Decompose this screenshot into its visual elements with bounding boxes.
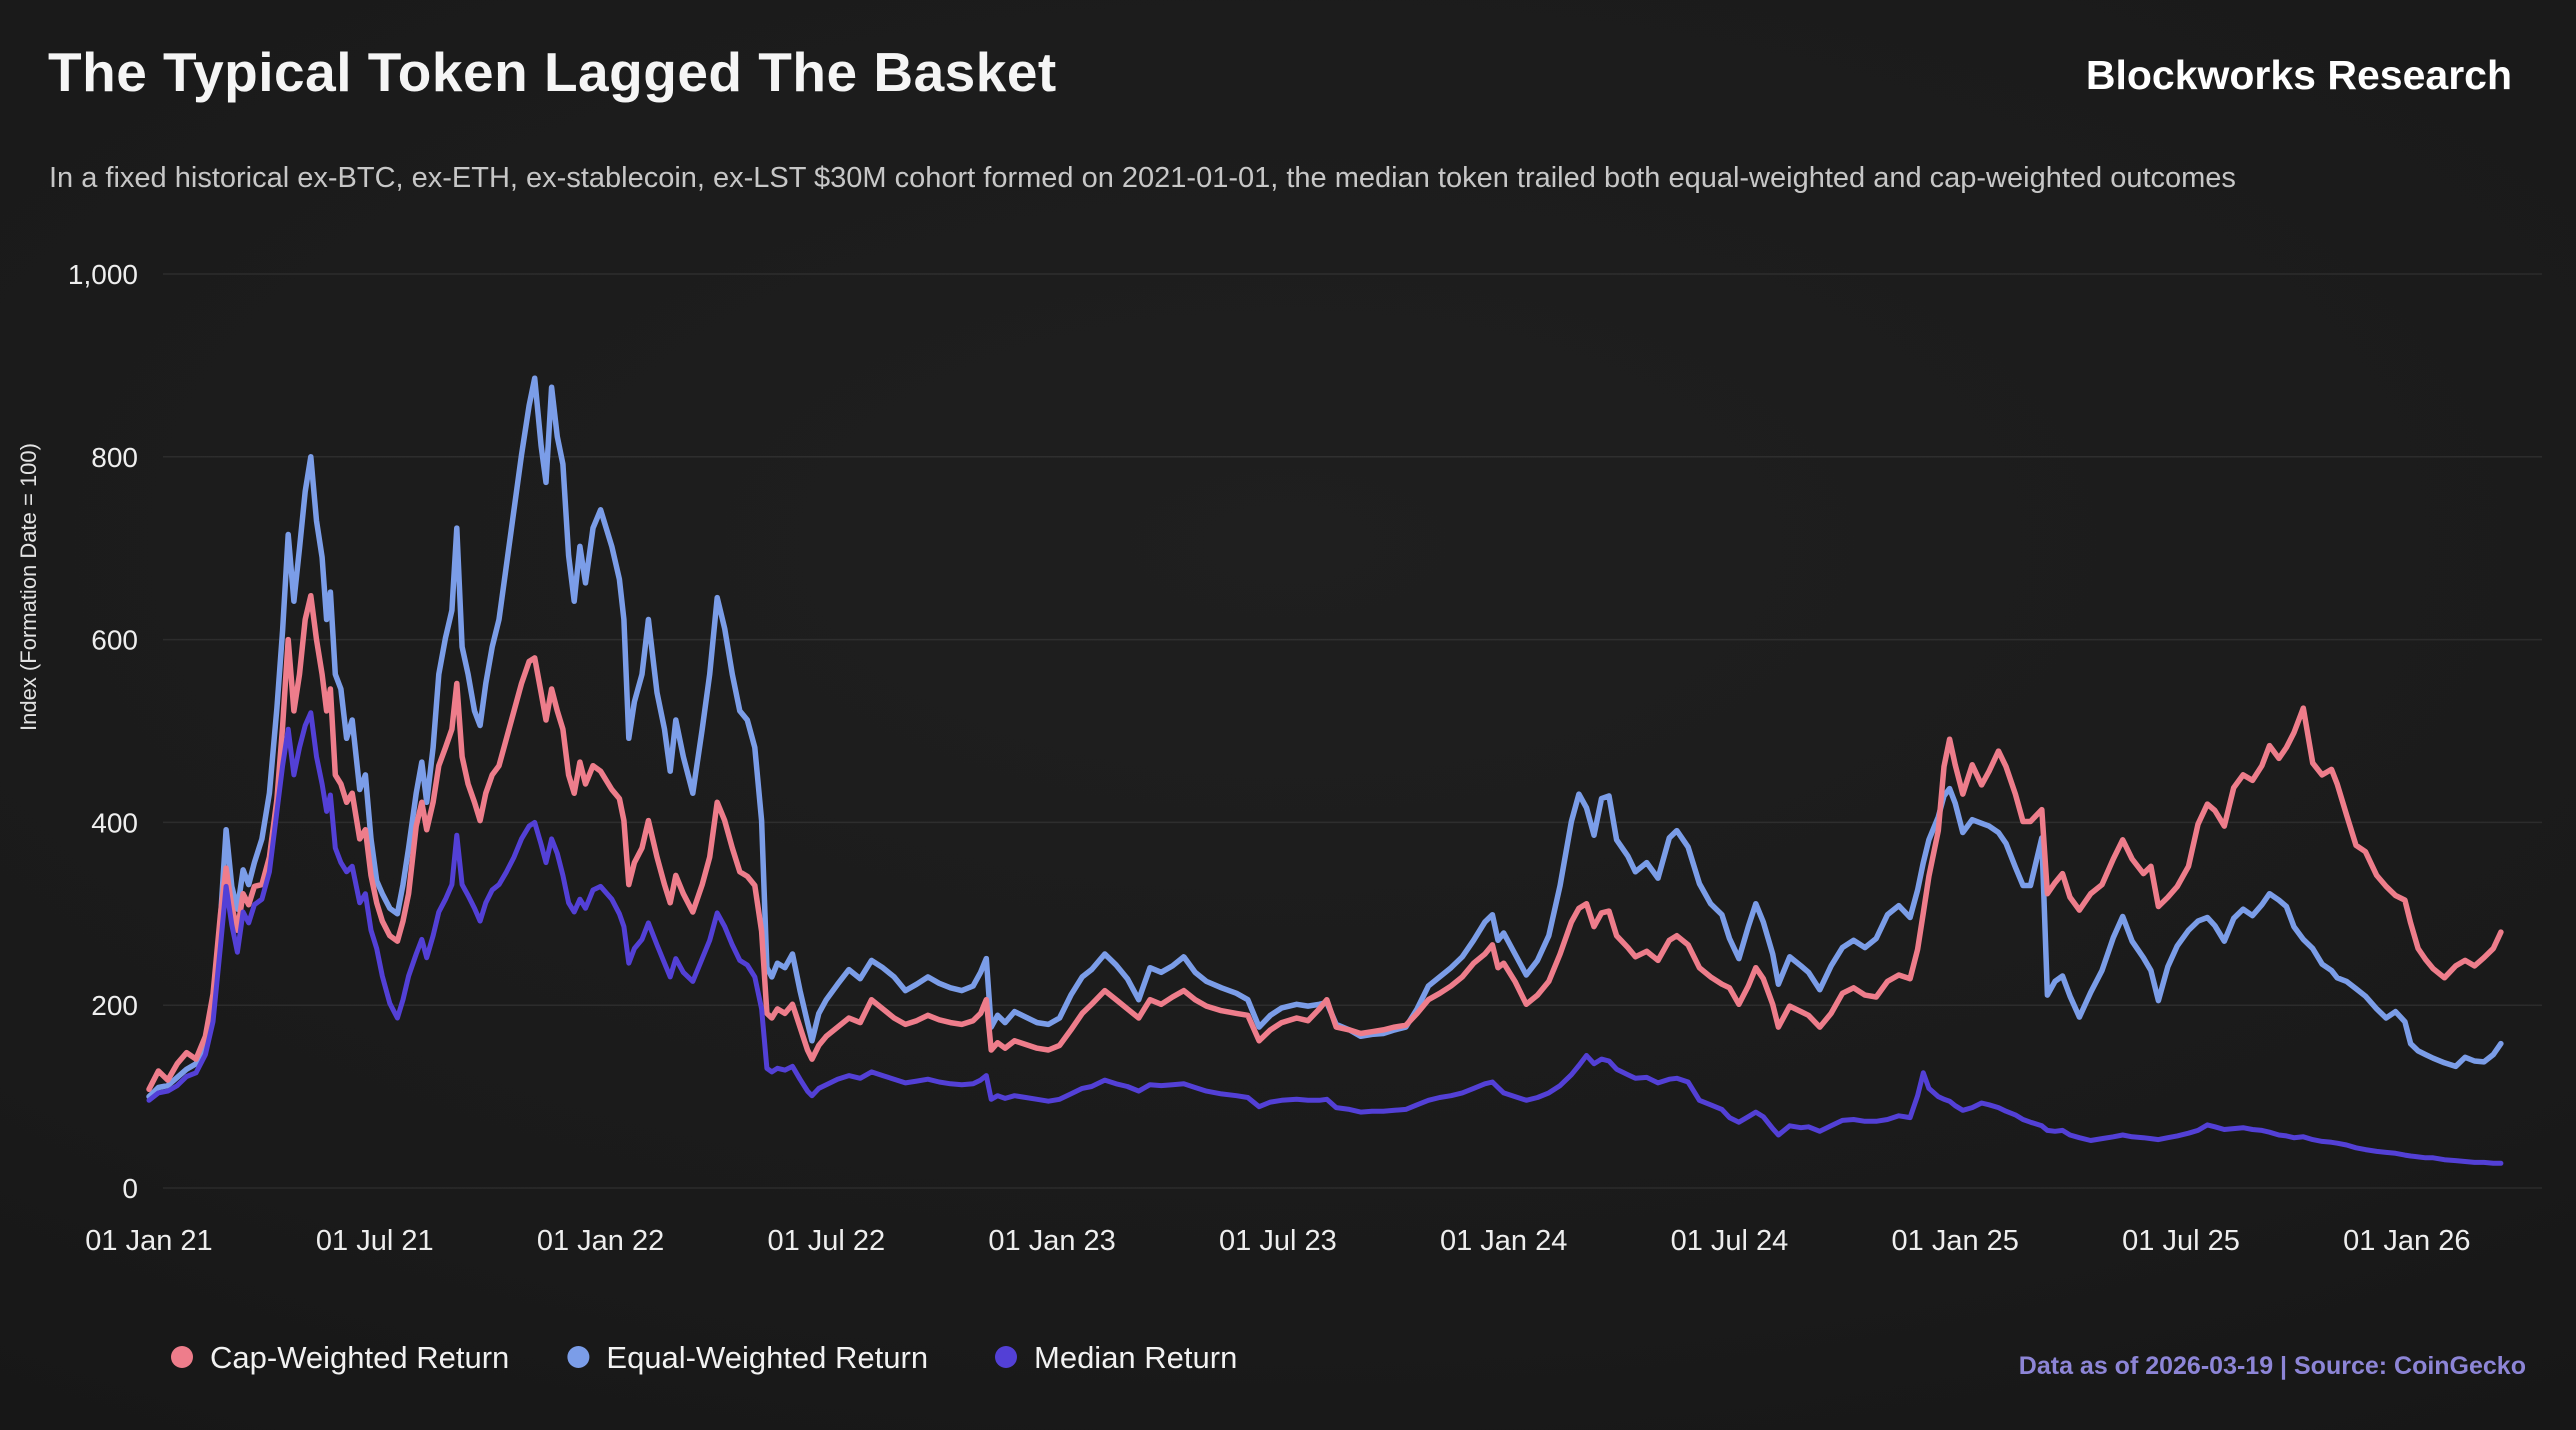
legend-label: Equal-Weighted Return <box>606 1340 928 1375</box>
legend-dot <box>171 1346 193 1368</box>
legend-label: Median Return <box>1034 1340 1237 1375</box>
legend-dot <box>567 1346 590 1368</box>
y-axis-tick-label: 1,000 <box>68 259 138 290</box>
y-axis-title: Index (Formation Date = 100) <box>16 443 41 731</box>
x-axis-tick-label: 01 Jul 25 <box>2122 1225 2240 1257</box>
chart-subtitle: In a fixed historical ex-BTC, ex-ETH, ex… <box>49 162 2236 194</box>
legend-label: Cap-Weighted Return <box>210 1340 509 1375</box>
y-axis-tick-label: 400 <box>91 807 138 838</box>
legend-item-median-return[interactable]: Median Return <box>995 1340 1237 1375</box>
series-line-median-return <box>146 710 2504 1166</box>
y-axis-tick-label: 200 <box>91 990 138 1021</box>
y-axis-tick-label: 600 <box>91 625 138 656</box>
legend-item-equal-weighted-return[interactable]: Equal-Weighted Return <box>567 1340 928 1375</box>
brand-logo: Blockworks Research <box>2085 52 2512 98</box>
x-axis-tick-label: 01 Jan 25 <box>1892 1225 2019 1257</box>
series-line-cap-weighted-return <box>146 592 2504 1093</box>
x-axis-tick-label: 01 Jan 22 <box>537 1225 664 1257</box>
x-axis-tick-label: 01 Jul 21 <box>316 1225 434 1257</box>
x-axis-tick-label: 01 Jan 24 <box>1440 1225 1567 1257</box>
legend-item-cap-weighted-return[interactable]: Cap-Weighted Return <box>171 1340 509 1375</box>
x-axis-tick-label: 01 Jan 23 <box>988 1225 1115 1257</box>
x-axis-tick-label: 01 Jul 22 <box>767 1225 885 1257</box>
source-note: Data as of 2026-03-19 | Source: CoinGeck… <box>2018 1352 2526 1380</box>
legend-dot <box>995 1346 1017 1368</box>
series-line-equal-weighted-return <box>146 375 2504 1100</box>
x-axis-tick-label: 01 Jul 23 <box>1219 1225 1337 1257</box>
y-axis-tick-label: 0 <box>122 1173 138 1204</box>
page-title: The Typical Token Lagged The Basket <box>48 41 1057 103</box>
x-axis-tick-label: 01 Jan 21 <box>85 1225 212 1257</box>
y-axis-tick-label: 800 <box>91 442 138 473</box>
x-axis-tick-label: 01 Jul 24 <box>1671 1225 1789 1257</box>
x-axis-tick-label: 01 Jan 26 <box>2343 1225 2470 1257</box>
